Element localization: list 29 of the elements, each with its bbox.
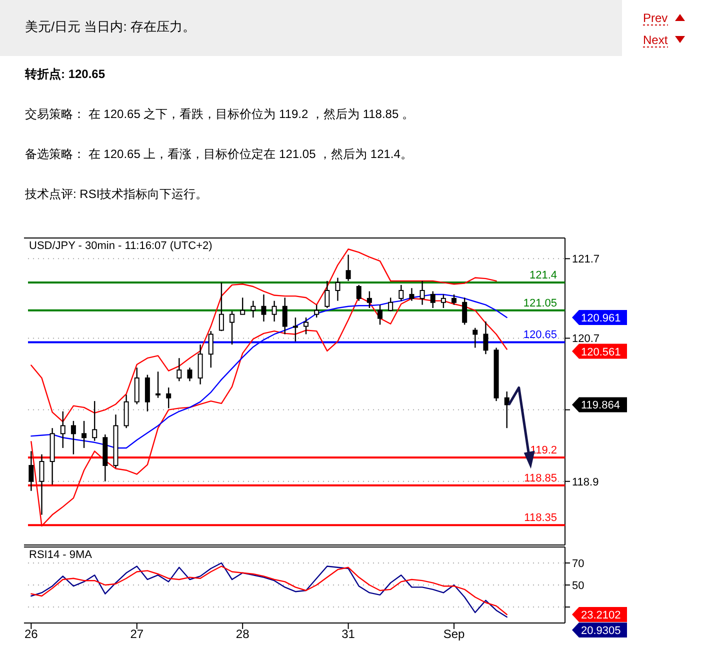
x-tick-label: 31 <box>342 627 356 641</box>
x-tick-label: 28 <box>236 627 250 641</box>
text: 120.961 <box>581 312 621 324</box>
chart-title: RSI14 - 9MA <box>29 549 93 561</box>
x-tick-label: 27 <box>130 627 144 641</box>
y-tick-label: 121.7 <box>572 254 600 266</box>
text: Prev <box>643 11 668 25</box>
ref-line-label: 120.65 <box>523 329 557 342</box>
y-tick-label: 120.7 <box>572 333 600 346</box>
text: 20.9305 <box>581 625 621 638</box>
text: 备选策略： 在 120.65 上，看涨，目标价位定在 121.05 ，然后为 121.4。 <box>25 147 412 161</box>
ref-line-label: 121.4 <box>529 270 557 282</box>
text: 美元/日元 当日内: 存在压力。 <box>25 19 196 34</box>
text: 技术点评: RSI技术指标向下运行。 <box>24 187 208 201</box>
y-tick-label: 70 <box>572 558 584 570</box>
x-tick-label: 26 <box>24 627 38 641</box>
ref-line-label: 118.35 <box>524 512 557 524</box>
x-tick-label: Sep <box>443 627 466 641</box>
y-tick-label: 50 <box>572 580 584 592</box>
ref-line-label: 121.05 <box>523 297 557 310</box>
y-tick-label: 118.9 <box>572 476 599 488</box>
ref-line-label: 118.85 <box>524 472 557 484</box>
chart-title: USD/JPY - 30min - 11:16:07 (UTC+2) <box>29 240 212 252</box>
text: 120.561 <box>581 346 621 358</box>
text: 23.2102 <box>581 610 621 622</box>
text: 119.864 <box>581 400 620 412</box>
text: Next <box>643 33 668 47</box>
text: 转折点: 120.65 <box>24 67 106 81</box>
text: 交易策略： 在 120.65 之下，看跌，目标价位为 119.2 ，然后为 118.85 。 <box>25 107 414 121</box>
